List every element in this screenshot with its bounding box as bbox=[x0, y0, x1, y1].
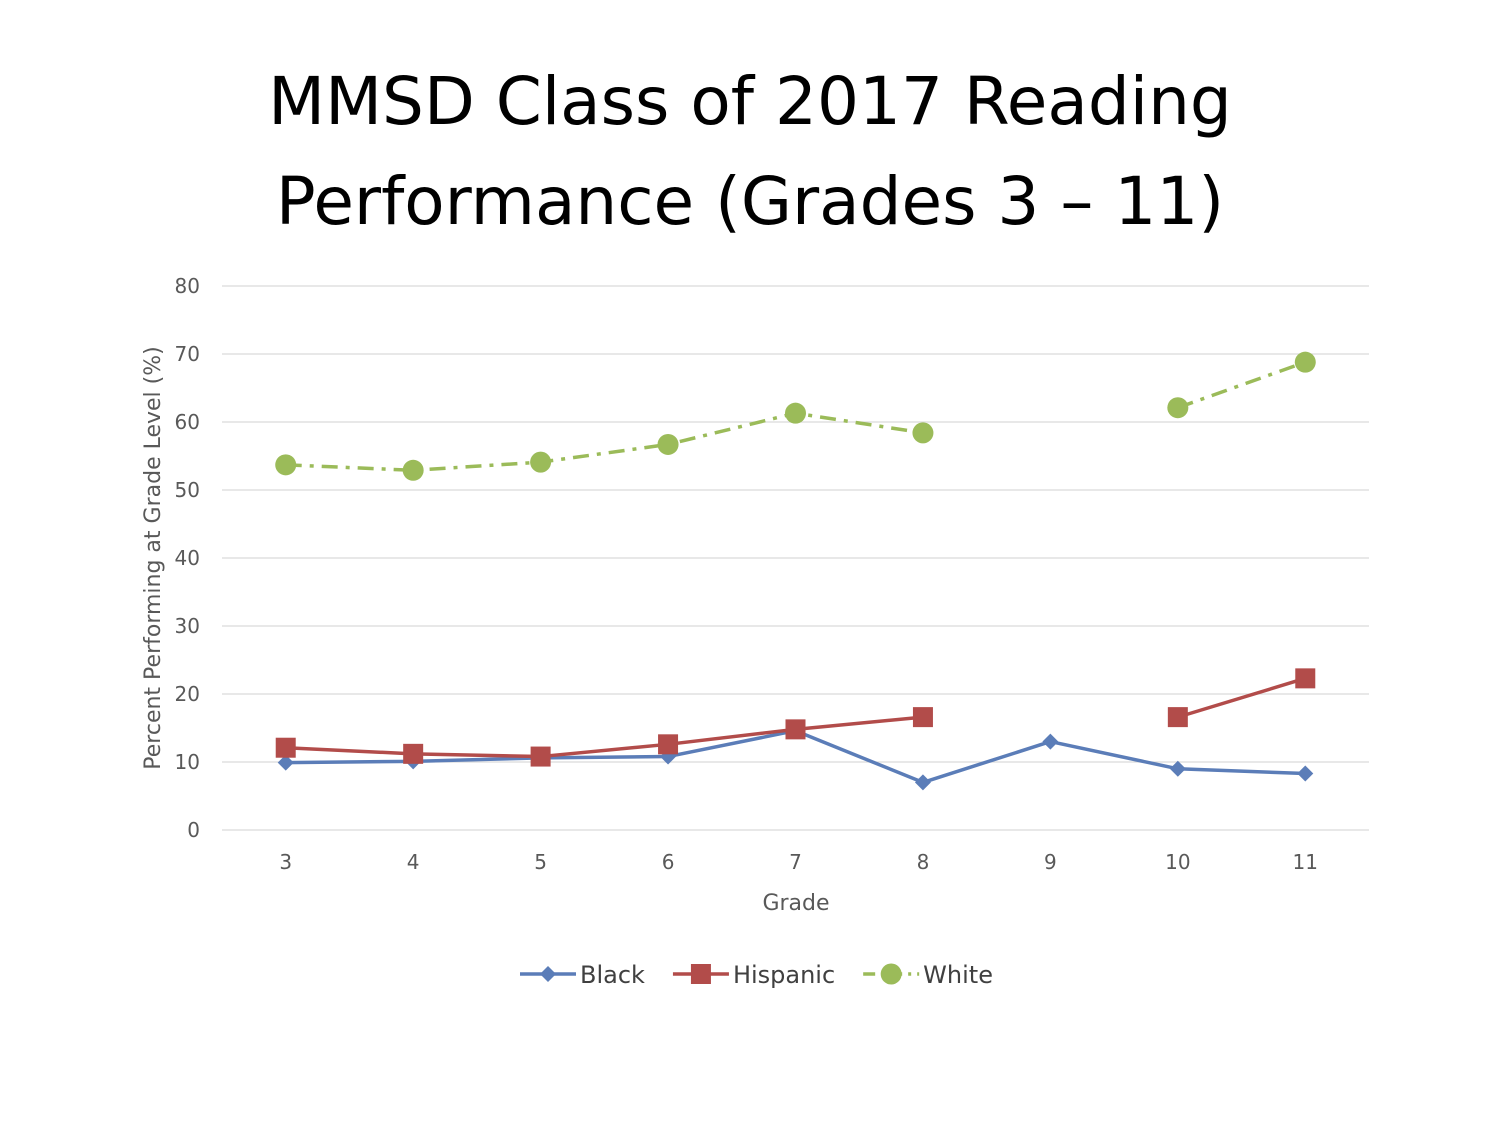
x-axis-title: Grade bbox=[762, 891, 829, 916]
y-tick-label: 40 bbox=[175, 546, 200, 570]
chart-title-line-2: Performance (Grades 3 – 11) bbox=[275, 163, 1225, 240]
y-tick-label: 20 bbox=[175, 682, 200, 706]
chart-title: MMSD Class of 2017 Reading Performance (… bbox=[0, 52, 1500, 252]
data-point-white bbox=[912, 422, 934, 444]
series-hispanic bbox=[275, 668, 1316, 767]
x-tick-label: 5 bbox=[534, 850, 547, 874]
x-tick-label: 4 bbox=[407, 850, 420, 874]
data-point-hispanic bbox=[530, 746, 551, 767]
y-axis-title: Percent Performing at Grade Level (%) bbox=[141, 346, 166, 769]
legend-label-white: White bbox=[923, 961, 993, 989]
data-point-white bbox=[530, 451, 552, 473]
data-point-white bbox=[402, 459, 424, 481]
series-white bbox=[275, 351, 1316, 481]
y-tick-label: 70 bbox=[175, 342, 200, 366]
data-point-black bbox=[1297, 765, 1314, 782]
y-tick-label: 50 bbox=[175, 478, 200, 502]
data-point-hispanic bbox=[1295, 668, 1316, 689]
chart-title-line-1: MMSD Class of 2017 Reading bbox=[268, 63, 1232, 140]
series-line-hispanic bbox=[1177, 676, 1306, 719]
data-point-hispanic bbox=[912, 707, 933, 728]
x-tick-label: 3 bbox=[279, 850, 292, 874]
y-tick-label: 30 bbox=[175, 614, 200, 638]
legend-item-black: Black bbox=[520, 961, 645, 989]
y-tick-label: 10 bbox=[175, 750, 200, 774]
data-point-hispanic bbox=[1167, 707, 1188, 728]
data-point-hispanic bbox=[403, 743, 424, 764]
data-point-white bbox=[275, 454, 297, 476]
data-point-black bbox=[1169, 760, 1186, 777]
data-point-white bbox=[785, 402, 806, 424]
series-lines bbox=[275, 351, 1316, 791]
legend-marker-hispanic bbox=[690, 964, 711, 984]
x-axis-ticks: 3 4 5 6 7 8 9 10 11 bbox=[279, 850, 1318, 874]
x-tick-label: 6 bbox=[662, 850, 675, 874]
legend-marker-black bbox=[540, 966, 556, 982]
legend-marker-white bbox=[880, 963, 902, 985]
gridlines bbox=[222, 285, 1369, 831]
data-point-hispanic bbox=[785, 719, 806, 740]
y-tick-label: 80 bbox=[175, 274, 200, 298]
data-point-hispanic bbox=[658, 734, 679, 755]
data-point-black bbox=[1042, 733, 1059, 750]
data-point-hispanic bbox=[275, 737, 296, 758]
data-point-black bbox=[914, 774, 931, 791]
legend-item-white: White bbox=[863, 961, 993, 989]
y-tick-label: 0 bbox=[187, 818, 200, 842]
legend-label-hispanic: Hispanic bbox=[733, 961, 835, 989]
legend-item-hispanic: Hispanic bbox=[672, 961, 835, 989]
x-tick-label: 9 bbox=[1044, 850, 1057, 874]
x-tick-label: 10 bbox=[1165, 850, 1190, 874]
legend-label-black: Black bbox=[580, 961, 645, 989]
series-line-white bbox=[1177, 360, 1306, 410]
y-axis-ticks: 0 10 20 30 40 50 60 70 80 bbox=[175, 274, 200, 842]
x-tick-label: 11 bbox=[1293, 850, 1318, 874]
x-tick-label: 8 bbox=[917, 850, 930, 874]
data-point-white bbox=[1294, 351, 1316, 373]
data-point-white bbox=[657, 433, 679, 455]
series-line-hispanic bbox=[285, 715, 924, 759]
data-point-black bbox=[277, 754, 294, 771]
y-tick-label: 60 bbox=[175, 410, 200, 434]
data-point-white bbox=[1167, 397, 1189, 419]
x-tick-label: 7 bbox=[789, 850, 802, 874]
legend: Black Hispanic White bbox=[520, 961, 993, 989]
